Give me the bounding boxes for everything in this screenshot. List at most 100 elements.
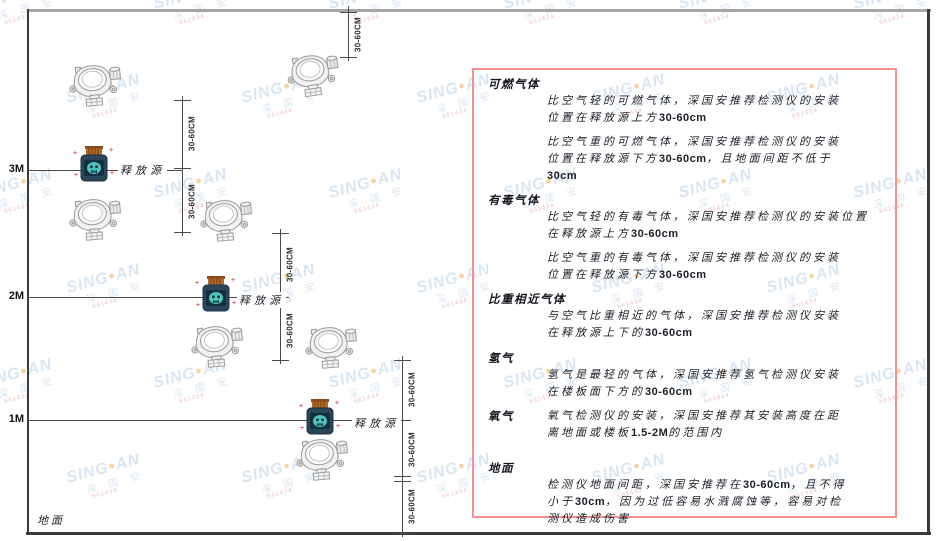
watermark-cjk: 深 国 安 bbox=[0, 185, 59, 212]
section-paragraph: 氢气是最轻的气体，深国安推荐氢气检测仪安装 在楼板面下方的30-60cm bbox=[547, 367, 895, 401]
paragraph-line: 小于30cm，因为过低容易水溅腐蚀等，容易对检 bbox=[547, 496, 844, 508]
svg-text:+: + bbox=[231, 277, 235, 284]
paragraph-line: 离地面或楼板1.5-2M的范围内 bbox=[547, 427, 725, 439]
gas-detector bbox=[292, 434, 352, 488]
watermark-sub: 661434 bbox=[91, 297, 119, 311]
guideline-section: 地面 检测仪地面间距，深国安推荐在30-60cm，且不得 小于30cm，因为过低容易… bbox=[488, 460, 895, 528]
dimension-line bbox=[348, 6, 349, 61]
guideline-section: 有毒气体 比空气轻的有毒气体，深国安推荐检测仪的安装位置 在释放源上方30-60cm… bbox=[488, 192, 895, 284]
paragraph-line: 与空气比重相近的气体，深国安推荐检测仪安装 bbox=[547, 310, 841, 322]
watermark-sub: 661434 bbox=[178, 392, 206, 406]
section-heading: 可燃气体 bbox=[488, 79, 540, 91]
dimension-label: 30-60CM bbox=[285, 247, 295, 283]
section-heading: 氢气 bbox=[488, 353, 514, 365]
section-paragraph: 氧气检测仪的安装，深国安推荐其安装高度在距 离地面或楼板1.5-2M的范围内 bbox=[547, 408, 895, 442]
watermark-cjk: 深 国 安 bbox=[85, 280, 147, 307]
section-paragraphs: 氢气是最轻的气体，深国安推荐氢气检测仪安装 在楼板面下方的30-60cm bbox=[547, 350, 895, 401]
watermark-dot-icon: ● bbox=[106, 459, 118, 473]
release-source: + + + + bbox=[72, 145, 116, 190]
watermark-dot-icon: ● bbox=[106, 269, 118, 283]
paragraph-line: 在释放源上下的30-60cm bbox=[547, 327, 693, 339]
dimension-tick bbox=[340, 12, 357, 13]
gas-detector-icon bbox=[305, 327, 357, 369]
release-source-icon: + + + + bbox=[73, 146, 114, 182]
section-heading: 有毒气体 bbox=[488, 195, 540, 207]
dimension-tick bbox=[394, 476, 411, 477]
dimension-tick bbox=[174, 232, 191, 233]
paragraph-line: 比空气重的可燃气体，深国安推荐检测仪的安装 bbox=[547, 136, 841, 148]
dimension-tick bbox=[174, 100, 191, 101]
watermark-brand: SING●AN bbox=[64, 450, 143, 487]
gas-detector bbox=[196, 195, 256, 249]
watermark-dot-icon: ● bbox=[456, 269, 468, 283]
watermark-sub: 661434 bbox=[3, 392, 31, 406]
svg-text:+: + bbox=[109, 147, 113, 154]
paragraph-line: 在释放源上方30-60cm bbox=[547, 228, 679, 240]
gas-detector-icon bbox=[69, 65, 121, 107]
svg-text:+: + bbox=[335, 400, 339, 407]
watermark-dot-icon: ● bbox=[281, 459, 293, 473]
guideline-section: 氢气氢气是最轻的气体，深国安推荐氢气检测仪安装 在楼板面下方的30-60cm bbox=[488, 350, 895, 401]
dimension-label: 30-60CM bbox=[407, 489, 417, 525]
section-heading: 氧气 bbox=[488, 411, 514, 423]
watermark-cjk: 深 国 安 bbox=[347, 375, 409, 402]
gas-detector-icon bbox=[69, 199, 121, 241]
section-paragraph: 比空气轻的有毒气体，深国安推荐检测仪的安装位置 在释放源上方30-60cm bbox=[547, 209, 895, 243]
release-source: + + + + bbox=[194, 275, 238, 320]
ground-label: 地面 bbox=[37, 515, 65, 527]
svg-text:+: + bbox=[110, 170, 114, 177]
paragraph-line: 测仪造成伤害 bbox=[547, 513, 631, 525]
release-source-icon: + + + + bbox=[299, 399, 340, 435]
svg-text:+: + bbox=[300, 425, 304, 432]
svg-text:+: + bbox=[232, 300, 236, 307]
gas-detector bbox=[187, 321, 247, 375]
ceiling-line bbox=[28, 9, 931, 12]
height-level-line bbox=[28, 297, 280, 298]
release-source-label: 释放源 bbox=[237, 292, 286, 308]
release-source-label: 释放源 bbox=[352, 415, 401, 431]
watermark-brand: SING●AN bbox=[64, 260, 143, 297]
gas-detector-icon bbox=[191, 326, 243, 368]
dimension-label: 30-60CM bbox=[407, 432, 417, 468]
svg-text:+: + bbox=[195, 280, 199, 287]
paragraph-line: 氧气检测仪的安装，深国安推荐其安装高度在距 bbox=[547, 410, 841, 422]
dimension-tick bbox=[394, 481, 411, 482]
gas-detector bbox=[301, 322, 361, 376]
release-source-icon: + + + + bbox=[195, 276, 236, 312]
guideline-panel: 可燃气体 比空气轻的可燃气体，深国安推荐检测仪的安装 位置在释放源上方30-60cm… bbox=[472, 68, 897, 525]
dimension-label: 30-60CM bbox=[353, 17, 363, 53]
watermark-sub: 661434 bbox=[91, 487, 119, 501]
left-axis-line bbox=[27, 9, 29, 534]
dimension-line bbox=[182, 96, 183, 236]
paragraph-line: 比空气轻的可燃气体，深国安推荐检测仪的安装 bbox=[547, 95, 841, 107]
section-paragraphs: 比空气轻的有毒气体，深国安推荐检测仪的安装位置 在释放源上方30-60cm 比空气重… bbox=[547, 192, 895, 284]
paragraph-line: 在楼板面下方的30-60cm bbox=[547, 386, 693, 398]
gas-detector bbox=[65, 194, 125, 248]
paragraph-line: 位置在释放源上方30-60cm bbox=[547, 112, 707, 124]
section-paragraphs: 检测仪地面间距，深国安推荐在30-60cm，且不得 小于30cm，因为过低容易水溅… bbox=[547, 460, 895, 528]
watermark-sub: 661434 bbox=[353, 202, 381, 216]
section-paragraph: 与空气比重相近的气体，深国安推荐检测仪安装 在释放源上下的30-60cm bbox=[547, 308, 895, 342]
watermark-sub: 661434 bbox=[3, 202, 31, 216]
svg-text:+: + bbox=[336, 423, 340, 430]
dimension-tick bbox=[394, 360, 411, 361]
dimension-line bbox=[402, 356, 403, 537]
height-label: 2M bbox=[8, 290, 24, 302]
svg-text:+: + bbox=[73, 150, 77, 157]
section-heading: 比重相近气体 bbox=[488, 294, 566, 306]
watermark-cjk: 深 国 安 bbox=[172, 375, 234, 402]
dimension-tick bbox=[272, 233, 289, 234]
gas-detector-icon bbox=[200, 200, 252, 242]
section-heading: 地面 bbox=[488, 463, 514, 475]
paragraph-line: 位置在释放源下方30-60cm，且地面间距不低于 bbox=[547, 153, 833, 165]
dimension-tick bbox=[272, 360, 289, 361]
paragraph-line: 比空气轻的有毒气体，深国安推荐检测仪的安装位置 bbox=[547, 211, 869, 223]
gas-detector bbox=[282, 48, 344, 104]
watermark-brand: SING●AN bbox=[326, 165, 405, 202]
